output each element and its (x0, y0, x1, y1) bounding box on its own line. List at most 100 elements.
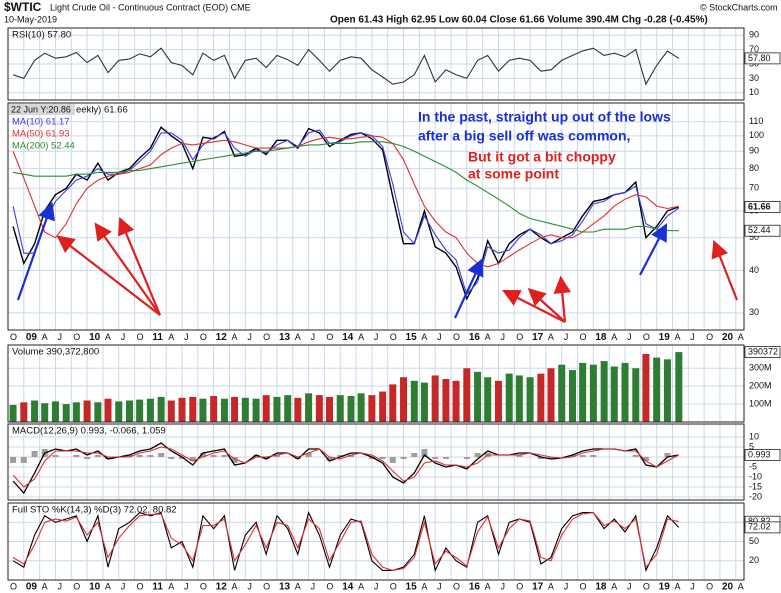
y-tick-label: -15 (749, 481, 762, 491)
x-tick-label: 11 (152, 332, 163, 343)
histogram-bar (537, 457, 544, 459)
volume-bar (252, 398, 260, 422)
x-tick-label: J (690, 332, 695, 342)
arrow (527, 288, 566, 323)
volume-bar (389, 384, 397, 422)
x-tick-label: 10 (89, 582, 101, 593)
histogram-bar (348, 455, 355, 457)
y-tick-label: 90 (749, 146, 759, 156)
volume-bar (178, 397, 186, 422)
volume-bar (442, 379, 450, 422)
x-tick-label: 19 (659, 582, 671, 593)
x-tick-label: O (390, 581, 397, 591)
panel-border (7, 344, 745, 423)
y-tick-label: 5 (749, 441, 754, 451)
volume-bar (653, 357, 661, 422)
volume-bar (568, 370, 576, 422)
y-tick-label: -20 (749, 491, 762, 501)
histogram-bar (305, 453, 312, 457)
y-tick-label: 70 (749, 44, 759, 54)
histogram-bar (379, 457, 386, 459)
histogram-bar (294, 457, 301, 459)
x-tick-label: J (500, 332, 505, 342)
volume-bar (146, 398, 154, 422)
x-tick-label: A (168, 332, 174, 342)
volume-bar (336, 395, 344, 422)
x-tick-label: J (437, 581, 442, 591)
histogram-bar (337, 455, 344, 457)
series-line (13, 141, 679, 233)
x-tick-label: J (184, 581, 189, 591)
series-line (12, 126, 680, 301)
histogram-bar (547, 457, 554, 459)
y-tick-label: 200M (749, 381, 772, 391)
volume-bar (199, 398, 207, 422)
volume-bar (294, 397, 302, 422)
x-tick-label: 13 (279, 332, 291, 343)
x-tick-label: 16 (469, 332, 481, 343)
x-tick-label: A (421, 581, 427, 591)
series-line (12, 446, 680, 488)
volume-bar (357, 393, 365, 422)
x-tick-label: J (121, 581, 126, 591)
x-tick-label: J (627, 332, 632, 342)
histogram-bar (84, 457, 91, 459)
y-tick-label: 100 (749, 130, 764, 140)
volume-bar (104, 398, 112, 422)
y-tick-label: 70 (749, 183, 759, 193)
histogram-bar (221, 455, 228, 457)
y-tick-label: 110 (749, 116, 763, 126)
x-tick-label: A (358, 332, 364, 342)
panel-label: MACD(12,26,9) 0.993, -0.066, 1.059 (12, 426, 166, 437)
histogram-bar (642, 457, 649, 461)
badge-box (744, 521, 781, 534)
volume-bar (325, 396, 333, 422)
y-tick-label: 30 (749, 307, 759, 317)
volume-bar (305, 393, 313, 422)
arrow (16, 201, 55, 301)
y-tick-label: -5 (749, 461, 757, 471)
volume-bar (368, 395, 376, 422)
x-tick-label: A (295, 332, 301, 342)
arrow (502, 290, 566, 323)
x-tick-label: O (516, 332, 523, 342)
x-tick-label: A (42, 581, 48, 591)
volume-bar (136, 399, 144, 422)
histogram-bar (210, 455, 217, 457)
histogram-bar (442, 457, 449, 459)
x-tick-label: 20 (722, 582, 734, 593)
histogram-bar (189, 457, 196, 461)
x-tick-label: A (105, 332, 111, 342)
volume-bar (379, 391, 387, 422)
volume-bar (621, 362, 629, 422)
histogram-bar (52, 455, 59, 457)
x-tick-label: O (73, 581, 80, 591)
volume-bar (410, 380, 418, 422)
x-tick-label: A (738, 581, 744, 591)
x-tick-label: O (643, 581, 650, 591)
histogram-bar (179, 457, 186, 459)
volume-bar (20, 402, 28, 422)
x-tick-label: 18 (595, 332, 607, 343)
x-tick-label: O (263, 332, 270, 342)
volume-bar (558, 364, 566, 422)
volume-bar (431, 375, 439, 422)
volume-bar (663, 359, 671, 422)
annotation: at some point (468, 166, 559, 182)
badge-box (744, 346, 781, 358)
volume-bar (505, 373, 513, 422)
arrow (639, 223, 668, 276)
x-tick-label: 20 (722, 332, 734, 343)
volume-bar (600, 361, 608, 422)
volume-bar (94, 402, 102, 422)
volume-bar (537, 373, 545, 422)
volume-bar (632, 368, 640, 422)
x-tick-label: O (137, 332, 144, 342)
symbol: $WTIC (4, 0, 42, 14)
x-tick-label: O (580, 332, 587, 342)
legend-entry: MA(10) 61.17 (12, 117, 70, 128)
volume-bar (41, 403, 49, 422)
x-tick-label: O (73, 332, 80, 342)
x-tick-label: 17 (532, 332, 544, 343)
